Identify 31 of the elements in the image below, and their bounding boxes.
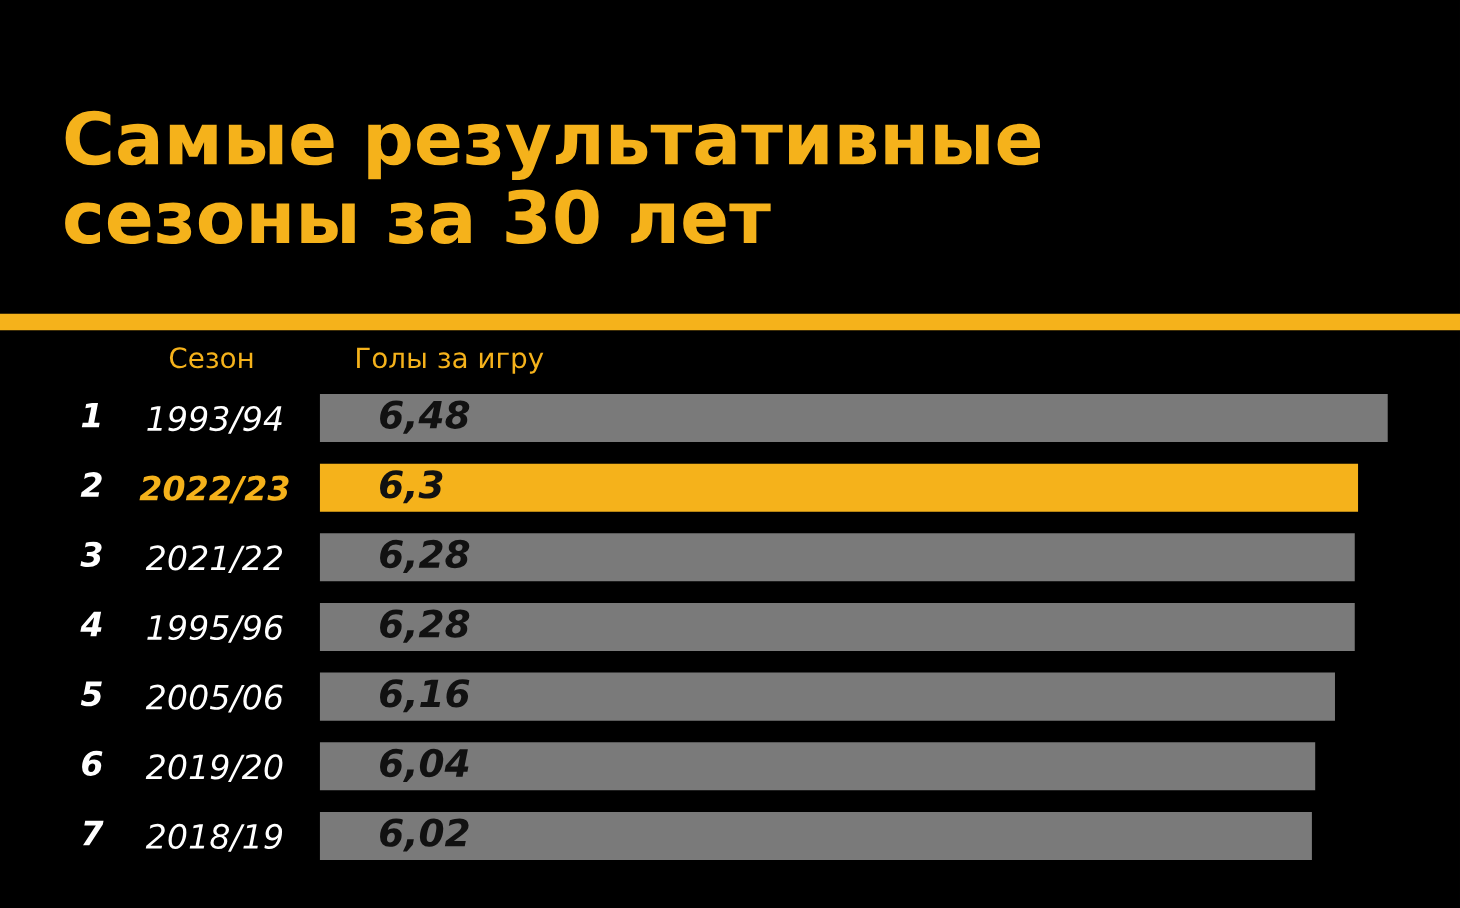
y-tick-label: 1993/94 xyxy=(147,405,282,434)
bar xyxy=(319,393,1388,443)
bar xyxy=(319,672,1335,721)
data-label: 6,3 xyxy=(380,470,443,504)
y-tick-label: 2019/20 xyxy=(145,754,283,783)
data-label: 6,02 xyxy=(380,818,469,852)
data-label: 6,28 xyxy=(380,609,470,643)
text: 7 xyxy=(83,820,104,846)
y-tick-label: 2005/06 xyxy=(145,684,283,713)
bar xyxy=(319,811,1312,860)
text: 5 xyxy=(80,681,102,707)
text: 1 xyxy=(81,402,100,428)
text: 3 xyxy=(80,541,102,567)
bar xyxy=(319,602,1355,652)
text: 6 xyxy=(82,750,103,776)
data-label: 6,04 xyxy=(380,748,469,782)
y-tick-label: 2018/19 xyxy=(145,823,283,852)
bar xyxy=(319,533,1355,582)
y-tick-label: 1995/96 xyxy=(147,614,283,643)
data-label: 6,16 xyxy=(380,679,470,713)
data-label: 6,48 xyxy=(380,400,470,434)
y-tick-label: 2021/22 xyxy=(145,545,283,574)
text: 4 xyxy=(80,611,102,637)
data-label: 6,28 xyxy=(380,539,470,573)
x-axis-title: Голы за игру xyxy=(357,347,544,374)
y-tick-label: 2022/23 xyxy=(139,475,289,504)
bar xyxy=(319,463,1359,512)
text: 2 xyxy=(80,472,102,497)
bar xyxy=(319,742,1316,791)
chart-title: Самые результативные сезоны за 30 лет xyxy=(65,110,1040,245)
y-axis-title: Сезон xyxy=(169,347,253,369)
